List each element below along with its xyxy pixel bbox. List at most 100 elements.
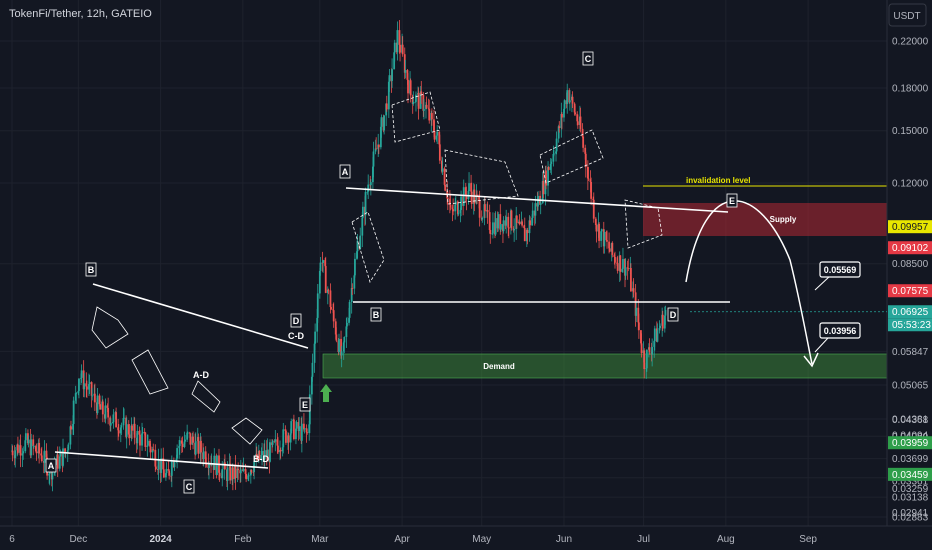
wave-label-bd: B-D — [253, 454, 269, 464]
candle-body — [106, 405, 109, 408]
candle-body — [613, 254, 616, 257]
candle-body — [162, 469, 165, 478]
symbol-title: TokenFi/Tether, 12h, GATEIO — [9, 8, 152, 20]
candle-body — [529, 220, 531, 226]
candle-body — [321, 262, 324, 264]
svg-text:B: B — [373, 310, 380, 320]
candle-body — [274, 439, 277, 442]
candle-body — [289, 433, 292, 443]
time-tick-label: Jul — [637, 534, 650, 545]
candle-body — [308, 424, 311, 434]
candle-body — [574, 112, 577, 115]
target-box-2[interactable]: 0.03956 — [814, 322, 861, 353]
candle-body — [592, 198, 595, 200]
svg-text:D: D — [670, 310, 677, 320]
candle-body — [484, 204, 486, 212]
price-badge — [888, 467, 932, 481]
candle-body — [303, 423, 305, 430]
price-tick-label: 0.03138 — [892, 493, 929, 504]
candle-body — [99, 404, 102, 410]
candle-body — [454, 204, 457, 212]
candle-body — [70, 426, 72, 430]
candle-body — [329, 290, 332, 307]
candle-body — [568, 90, 571, 103]
wave-label-cd: C-D — [288, 331, 304, 341]
candle-body — [281, 447, 284, 452]
price-axis[interactable]: USDT 0.22000 0.18000 0.15000 0.12000 0.08500… — [886, 0, 932, 550]
candle-body — [366, 191, 369, 193]
time-tick-label: May — [472, 534, 491, 545]
candle-body — [107, 407, 110, 418]
candle-body — [277, 445, 279, 453]
candle-body — [27, 439, 30, 444]
candle-body — [343, 336, 346, 343]
candle-body — [385, 103, 388, 116]
candle-body — [348, 317, 350, 323]
candle-body — [581, 128, 584, 137]
candle-body — [252, 471, 255, 473]
candle-body — [404, 70, 407, 73]
candle-body — [74, 393, 77, 401]
candle-body — [446, 198, 449, 200]
candle-body — [197, 437, 200, 454]
price-tick-label: 0.15000 — [892, 126, 929, 137]
wave-label-a1: A — [45, 458, 57, 473]
candle-body — [356, 243, 359, 252]
pattern-lines — [54, 187, 730, 469]
candle-body — [30, 439, 33, 456]
candle-body — [462, 187, 465, 206]
candle-body — [621, 268, 624, 272]
candle-body — [619, 255, 622, 272]
candle-body — [237, 468, 240, 471]
candle-body — [422, 94, 425, 111]
candle-body — [40, 455, 43, 462]
candle-body — [239, 469, 242, 474]
candle-body — [249, 470, 252, 476]
candle-body — [162, 458, 165, 470]
currency-button[interactable] — [888, 3, 927, 27]
candle-body — [399, 44, 401, 53]
candle-body — [590, 182, 593, 199]
candle-body — [448, 198, 451, 205]
price-tick-label: 0.05847 — [892, 347, 929, 358]
candle-body — [361, 206, 364, 218]
candle-body — [143, 432, 146, 433]
candle-body — [90, 382, 93, 396]
time-tick-label: 2024 — [149, 534, 172, 545]
currency-label: USDT — [893, 11, 920, 22]
candle-body — [346, 322, 348, 327]
candle-body — [141, 432, 144, 434]
candle-body — [550, 161, 553, 164]
candle-body — [576, 121, 579, 125]
candle-body — [555, 151, 557, 154]
candle-body — [515, 215, 518, 223]
time-tick-label: Aug — [717, 534, 735, 545]
candle-body — [255, 453, 258, 461]
candle-body — [372, 151, 375, 167]
candle-body — [226, 467, 229, 481]
target-box-1[interactable]: 0.05569 — [814, 261, 861, 291]
candle-body — [247, 475, 250, 480]
candle-body — [566, 90, 569, 105]
time-axis[interactable]: 6 Dec 2024 Feb Mar Apr May Jun Jul Aug Sep — [0, 525, 932, 545]
candle-body — [285, 430, 287, 443]
candle-body — [133, 423, 136, 438]
candle-body — [326, 289, 329, 293]
candle-body — [27, 433, 29, 444]
candle-body — [51, 468, 54, 480]
candle-body — [505, 216, 508, 226]
candle-body — [38, 442, 41, 454]
candle-body — [17, 444, 19, 453]
candle-body — [160, 458, 163, 473]
svg-text:A: A — [48, 461, 55, 471]
candle-body — [144, 432, 147, 447]
candle-body — [648, 347, 651, 352]
candle-body — [380, 117, 383, 127]
candle-body — [645, 368, 648, 370]
candle-body — [403, 54, 406, 73]
supply-zone — [643, 203, 887, 236]
candle-body — [155, 466, 157, 470]
candle-body — [614, 256, 616, 263]
time-tick-label: Feb — [234, 534, 252, 545]
